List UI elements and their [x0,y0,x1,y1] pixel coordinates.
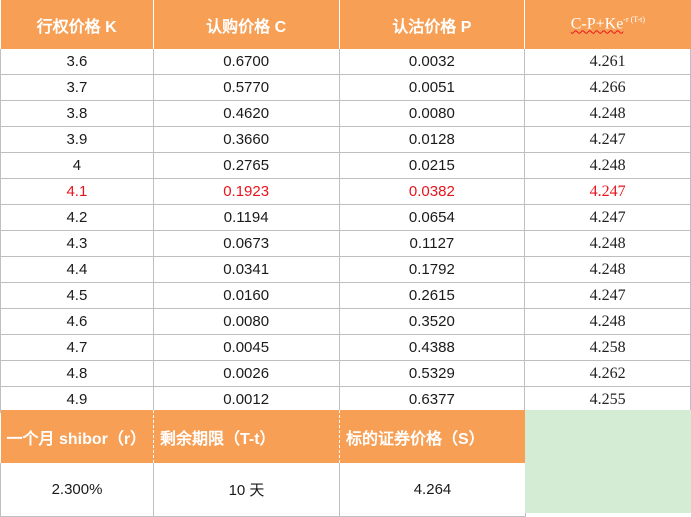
table-row: 4.7 0.0045 0.4388 4.258 [0,334,691,361]
shibor-label: 一个月 shibor（r） [6,430,147,448]
call-cell[interactable]: 0.0026 [152,360,340,387]
put-cell[interactable]: 0.4388 [338,334,526,361]
table-row: 3.8 0.4620 0.0080 4.248 [0,100,691,127]
strike-cell[interactable]: 4.9 [0,386,154,413]
header-put-price[interactable]: 认沽价格 P [339,0,526,49]
table-row: 4 0.2765 0.0215 4.248 [0,152,691,179]
put-cell[interactable]: 0.0032 [338,49,526,75]
call-cell[interactable]: 0.4620 [152,100,340,127]
strike-cell[interactable]: 4.5 [0,282,154,309]
price-value: 4.264 [413,481,452,498]
table-row: 3.7 0.5770 0.0051 4.266 [0,74,691,101]
parity-value-cell[interactable]: 4.247 [524,282,691,309]
parameter-table: 一个月 shibor（r） 剩余期限（T-t） 标的证券价格（S） 2.300%… [0,410,526,517]
call-cell[interactable]: 0.1194 [152,204,340,231]
table-row: 4.1 0.1923 0.0382 4.247 [0,178,691,205]
table-row: 4.2 0.1194 0.0654 4.247 [0,204,691,231]
header-put-label: 认沽价格 P [392,18,472,36]
header-parity-formula[interactable]: C-P+Ke-r (T-t) [524,0,691,49]
table-row: 4.5 0.0160 0.2615 4.247 [0,282,691,309]
table-row: 4.8 0.0026 0.5329 4.262 [0,360,691,387]
put-cell[interactable]: 0.1127 [338,230,526,257]
put-cell[interactable]: 0.0382 [338,178,526,205]
table-body: 3.6 0.6700 0.0032 4.261 3.7 0.5770 0.0051 4.266… [0,49,691,413]
strike-cell[interactable]: 4.7 [0,334,154,361]
shibor-value: 2.300% [51,481,103,498]
header-call-price[interactable]: 认购价格 C [153,0,340,49]
price-value-cell[interactable]: 4.264 [339,463,526,517]
call-cell[interactable]: 0.0160 [152,282,340,309]
call-cell[interactable]: 0.0012 [152,386,340,413]
param-header-row: 一个月 shibor（r） 剩余期限（T-t） 标的证券价格（S） [0,410,526,463]
table-row: 3.9 0.3660 0.0128 4.247 [0,126,691,153]
parity-value-cell[interactable]: 4.266 [524,74,691,101]
call-cell[interactable]: 0.0341 [152,256,340,283]
formula-main: C-P+Ke [570,15,624,33]
green-filled-cell[interactable] [525,410,691,513]
put-cell[interactable]: 0.0215 [338,152,526,179]
formula-exponent: -r (T-t) [623,15,645,25]
param-price-header[interactable]: 标的证券价格（S） [339,410,526,463]
parity-value-cell[interactable]: 4.248 [524,152,691,179]
put-cell[interactable]: 0.6377 [338,386,526,413]
table-row: 3.6 0.6700 0.0032 4.261 [0,49,691,75]
table-row: 4.3 0.0673 0.1127 4.248 [0,230,691,257]
put-cell[interactable]: 0.1792 [338,256,526,283]
parity-value-cell[interactable]: 4.248 [524,256,691,283]
table-row: 4.4 0.0341 0.1792 4.248 [0,256,691,283]
header-call-label: 认购价格 C [206,18,287,36]
put-cell[interactable]: 0.0051 [338,74,526,101]
parity-value-cell[interactable]: 4.262 [524,360,691,387]
remaining-label: 剩余期限（T-t） [160,430,276,448]
strike-cell[interactable]: 4.3 [0,230,154,257]
call-cell[interactable]: 0.2765 [152,152,340,179]
strike-cell[interactable]: 3.8 [0,100,154,127]
param-shibor-header[interactable]: 一个月 shibor（r） [0,410,154,463]
put-cell[interactable]: 0.5329 [338,360,526,387]
header-row: 行权价格 K 认购价格 C 认沽价格 P C-P+Ke-r (T-t) [0,0,691,49]
parity-value-cell[interactable]: 4.247 [524,178,691,205]
remaining-value: 10 天 [228,482,265,499]
parity-value-cell[interactable]: 4.261 [524,49,691,75]
strike-cell[interactable]: 4.2 [0,204,154,231]
strike-cell[interactable]: 4.6 [0,308,154,335]
strike-cell[interactable]: 4.1 [0,178,154,205]
parity-value-cell[interactable]: 4.247 [524,126,691,153]
call-cell[interactable]: 0.5770 [152,74,340,101]
put-cell[interactable]: 0.3520 [338,308,526,335]
put-cell[interactable]: 0.0080 [338,100,526,127]
parity-value-cell[interactable]: 4.248 [524,230,691,257]
remaining-value-cell[interactable]: 10 天 [153,463,340,517]
strike-cell[interactable]: 3.9 [0,126,154,153]
strike-cell[interactable]: 4 [0,152,154,179]
put-cell[interactable]: 0.2615 [338,282,526,309]
put-cell[interactable]: 0.0128 [338,126,526,153]
call-cell[interactable]: 0.0673 [152,230,340,257]
table-row: 4.9 0.0012 0.6377 4.255 [0,386,691,413]
header-strike-label: 行权价格 K [36,18,117,36]
strike-cell[interactable]: 4.8 [0,360,154,387]
parity-value-cell[interactable]: 4.247 [524,204,691,231]
strike-cell[interactable]: 3.6 [0,49,154,75]
strike-cell[interactable]: 3.7 [0,74,154,101]
parity-value-cell[interactable]: 4.248 [524,308,691,335]
call-cell[interactable]: 0.3660 [152,126,340,153]
table-row: 4.6 0.0080 0.3520 4.248 [0,308,691,335]
parity-value-cell[interactable]: 4.258 [524,334,691,361]
call-cell[interactable]: 0.6700 [152,49,340,75]
put-cell[interactable]: 0.0654 [338,204,526,231]
strike-cell[interactable]: 4.4 [0,256,154,283]
price-label: 标的证券价格（S） [346,430,485,448]
call-cell[interactable]: 0.0045 [152,334,340,361]
shibor-value-cell[interactable]: 2.300% [0,463,154,517]
param-remaining-header[interactable]: 剩余期限（T-t） [153,410,340,463]
call-cell[interactable]: 0.1923 [152,178,340,205]
header-strike-price[interactable]: 行权价格 K [0,0,154,49]
parity-value-cell[interactable]: 4.248 [524,100,691,127]
param-value-row: 2.300% 10 天 4.264 [0,463,526,517]
call-cell[interactable]: 0.0080 [152,308,340,335]
parity-value-cell[interactable]: 4.255 [524,386,691,413]
option-parity-table: 行权价格 K 认购价格 C 认沽价格 P C-P+Ke-r (T-t) 3.6 0… [0,0,691,413]
